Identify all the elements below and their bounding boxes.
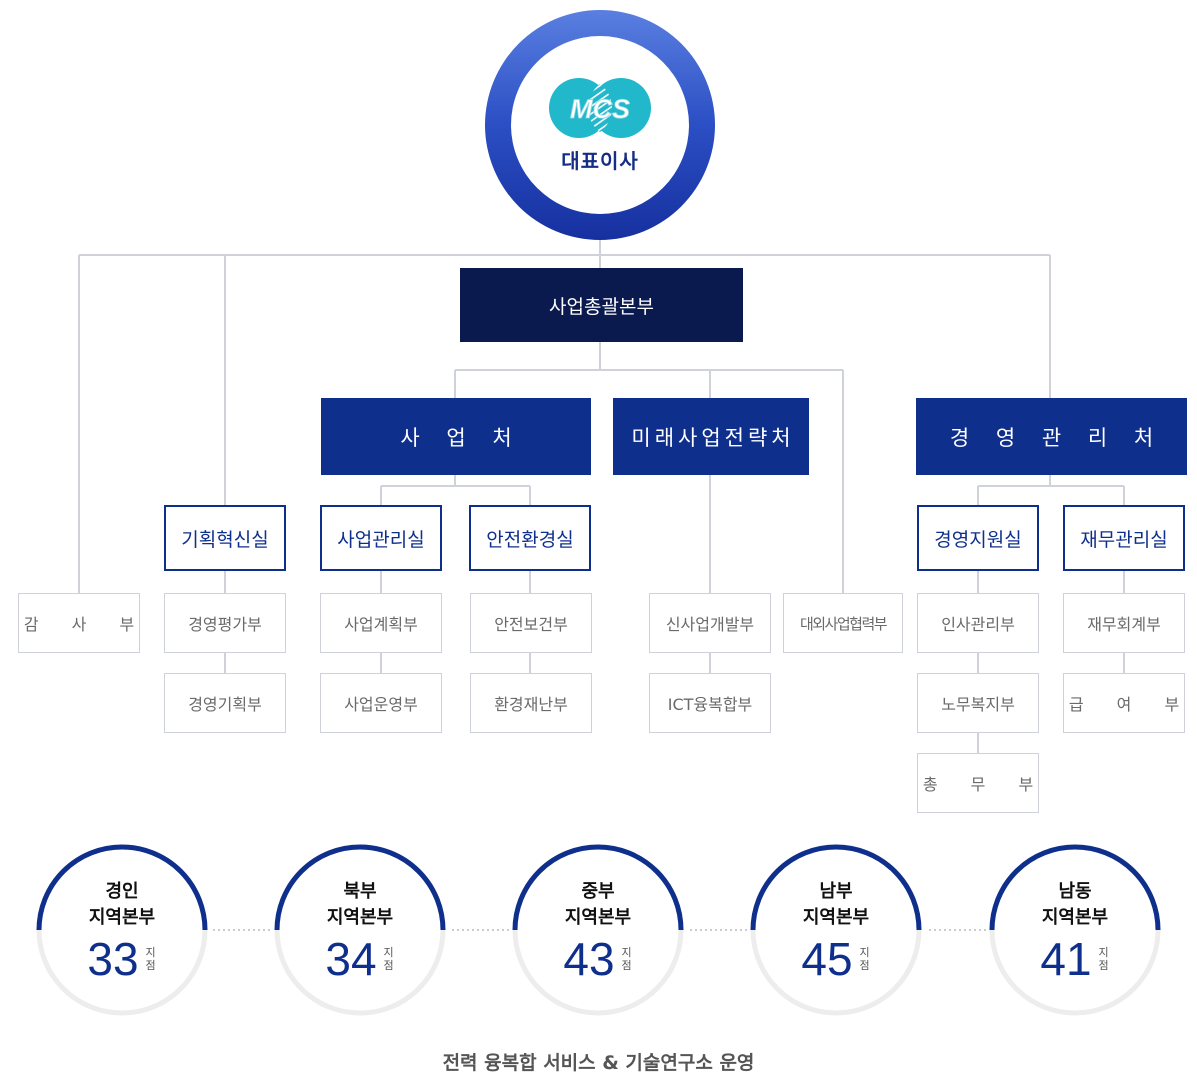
- ceo-node: MCS 대표이사: [511, 36, 689, 214]
- office-finance-management: 재무관리실: [1063, 505, 1185, 571]
- branch-unit-2: 점: [145, 959, 156, 972]
- dept-business-planning: 사업계획부: [320, 593, 442, 653]
- region-label: 지역본부: [326, 907, 394, 928]
- branch-unit-2: 점: [859, 959, 870, 972]
- dept-management-evaluation: 경영평가부: [164, 593, 286, 653]
- region-label: 지역본부: [1041, 907, 1109, 928]
- dept-business-operation: 사업운영부: [320, 673, 442, 733]
- branch-unit-1: 지: [1098, 946, 1109, 959]
- branch-unit-1: 지: [621, 946, 632, 959]
- region-name: 중부: [581, 881, 615, 902]
- branch-unit-1: 지: [859, 946, 870, 959]
- branch-unit-2: 점: [383, 959, 394, 972]
- dept-accounting: 재무회계부: [1063, 593, 1185, 653]
- dept-audit: 감 사 부: [18, 593, 140, 653]
- region-name: 북부: [343, 881, 377, 902]
- region-name: 경인: [105, 881, 139, 902]
- ceo-title: 대표이사: [561, 148, 639, 173]
- region-name: 남동: [1058, 881, 1092, 902]
- branch-count: 45: [801, 933, 853, 985]
- mcs-logo-icon: MCS: [549, 77, 651, 138]
- branch-count: 43: [563, 933, 615, 985]
- branch-unit-1: 지: [383, 946, 394, 959]
- dept-external-cooperation: 대외사업협력부: [783, 593, 903, 653]
- svg-text:MCS: MCS: [570, 94, 630, 124]
- dept-new-business: 신사업개발부: [649, 593, 771, 653]
- division-business: 사 업 처: [321, 398, 591, 475]
- branch-count: 34: [325, 933, 377, 985]
- branch-count: 41: [1040, 933, 1092, 985]
- region-label: 지역본부: [88, 907, 156, 928]
- region-label: 지역본부: [802, 907, 870, 928]
- dept-management-planning: 경영기획부: [164, 673, 286, 733]
- hq-box: 사업총괄본부: [460, 268, 743, 342]
- dept-safety-health: 안전보건부: [470, 593, 592, 653]
- division-future-strategy: 미래사업전략처: [613, 398, 809, 475]
- dept-ict-convergence: ICT융복합부: [649, 673, 771, 733]
- branch-unit-2: 점: [621, 959, 632, 972]
- branch-count: 33: [87, 933, 139, 985]
- dept-labor-welfare: 노무복지부: [917, 673, 1039, 733]
- dept-environment-disaster: 환경재난부: [470, 673, 592, 733]
- region-name: 남부: [819, 881, 853, 902]
- branch-unit-2: 점: [1098, 959, 1109, 972]
- region-label: 지역본부: [564, 907, 632, 928]
- dept-general-affairs: 총 무 부: [917, 753, 1039, 813]
- dept-hr-management: 인사관리부: [917, 593, 1039, 653]
- footer-caption: 전력 융복합 서비스 & 기술연구소 운영: [442, 1052, 755, 1074]
- office-management-support: 경영지원실: [917, 505, 1039, 571]
- dept-payroll: 급 여 부: [1063, 673, 1185, 733]
- office-business-management: 사업관리실: [320, 505, 442, 571]
- division-management: 경 영 관 리 처: [916, 398, 1187, 475]
- branch-unit-1: 지: [145, 946, 156, 959]
- office-safety-environment: 안전환경실: [469, 505, 591, 571]
- office-planning-innovation: 기획혁신실: [164, 505, 286, 571]
